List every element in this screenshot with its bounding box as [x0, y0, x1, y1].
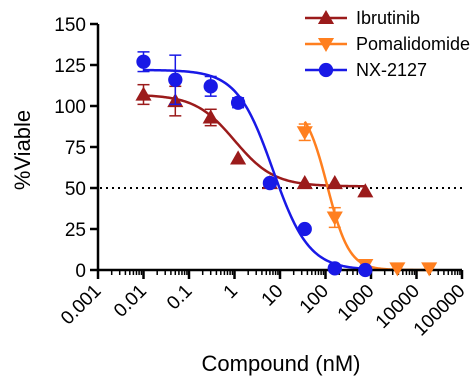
data-point-2-1 [168, 72, 183, 87]
y-tick-label: 75 [65, 138, 86, 159]
data-point-2-5 [297, 221, 312, 237]
y-tick-label: 125 [54, 56, 86, 77]
data-point-2-2 [203, 79, 218, 94]
fit-curve-0 [143, 94, 366, 188]
legend-marker-1 [317, 37, 335, 53]
data-point-1-1 [326, 211, 343, 226]
y-tick-label: 50 [65, 179, 86, 200]
data-point-2-0 [136, 54, 151, 69]
data-point-0-3 [230, 150, 247, 165]
data-point-1-0 [296, 126, 313, 141]
legend: Ibrutinib Pomalidomide NX-2127 [305, 8, 470, 80]
fit-curves [143, 68, 430, 272]
y-axis-title: %Viable [10, 110, 35, 190]
x-tick-label: 100 [296, 281, 333, 318]
legend-marker-2 [318, 62, 334, 78]
x-tick-label: 0.01 [110, 281, 151, 322]
data-point-1-3 [389, 262, 406, 277]
legend-label-2: NX-2127 [356, 60, 427, 80]
legend-marker-0 [317, 9, 335, 25]
y-tick-label: 25 [65, 220, 86, 241]
data-points [135, 51, 438, 278]
x-tick-label: 0.1 [163, 281, 197, 315]
data-point-0-6 [326, 175, 343, 190]
data-point-0-5 [296, 175, 313, 190]
legend-label-0: Ibrutinib [356, 8, 420, 28]
data-point-0-7 [357, 183, 374, 198]
y-tick-label: 0 [75, 261, 86, 282]
fit-curve-2 [143, 68, 366, 271]
x-tick-label: 1 [220, 281, 242, 303]
x-tick-label: 100000 [410, 281, 470, 341]
y-tick-label: 150 [54, 15, 86, 36]
x-tick-label: 0.001 [57, 281, 105, 329]
legend-label-1: Pomalidomide [356, 34, 470, 54]
data-point-2-6 [327, 261, 342, 276]
data-point-0-2 [202, 109, 219, 124]
x-axis-title: Compound (nM) [202, 351, 361, 376]
y-tick-label: 100 [54, 97, 86, 118]
x-tick-label: 10 [258, 281, 288, 311]
data-point-2-7 [358, 262, 373, 278]
data-point-2-4 [262, 175, 278, 191]
data-point-2-3 [230, 95, 246, 110]
data-point-0-0 [135, 86, 152, 101]
data-point-1-4 [421, 262, 438, 277]
